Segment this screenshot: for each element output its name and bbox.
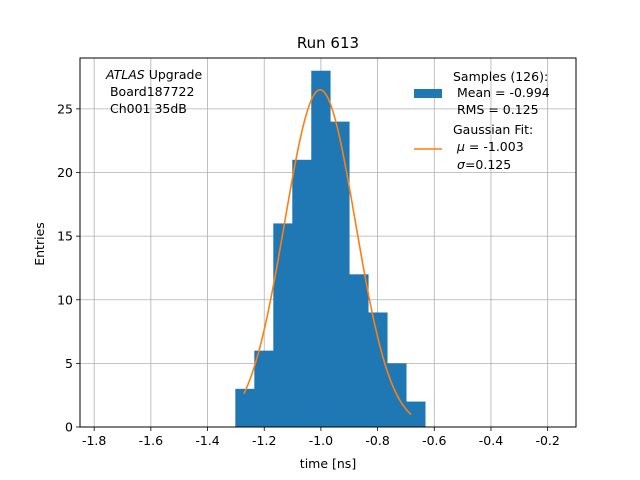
x-tick-label: -1.8 [82, 433, 106, 448]
legend-fit-line-1: Gaussian Fit: [453, 122, 533, 137]
y-axis-label: Entries [32, 222, 47, 266]
legend-hist-line-2: Mean = -0.994 [453, 85, 550, 100]
annotation-atlas-italic: ATLAS [105, 67, 145, 82]
annotation-line-2: Board187722 [106, 84, 194, 99]
legend-fit-line-3: σ=0.125 [457, 157, 511, 172]
plot-frame [79, 57, 577, 428]
x-tick-label: -0.4 [479, 433, 503, 448]
x-tick-label: -1.4 [195, 433, 219, 448]
histogram-bar [292, 159, 312, 428]
histogram-bar [311, 70, 331, 428]
histogram-bars [235, 70, 426, 428]
chart-title: Run 613 [297, 34, 359, 52]
histogram-bar [273, 223, 293, 427]
y-tick-label: 0 [65, 420, 73, 435]
histogram-bar [349, 274, 369, 427]
x-tick-label: -0.2 [535, 433, 559, 448]
x-tick-label: -1.2 [252, 433, 276, 448]
annotation-upgrade: Upgrade [145, 67, 203, 82]
gaussian-fit-curve [243, 89, 412, 416]
y-axis-ticks: 0 5 10 15 20 25 [57, 101, 80, 435]
legend-mu-symbol: μ [456, 139, 465, 154]
x-tick-label: -0.8 [365, 433, 389, 448]
x-axis-ticks: -1.8 -1.6 -1.4 -1.2 -1.0 -0.8 -0.6 -0.4 -0.2 [82, 427, 560, 448]
x-tick-label: -0.6 [422, 433, 446, 448]
y-tick-label: 5 [65, 356, 73, 371]
annotation-line-3: Ch001 35dB [106, 101, 187, 116]
legend-hist-line-3: RMS = 0.125 [453, 102, 539, 117]
histogram-bar [368, 312, 388, 427]
atlas-annotation: ATLAS Upgrade Board187722 Ch001 35dB [105, 67, 202, 116]
x-tick-label: -1.6 [139, 433, 163, 448]
histogram-bar [330, 121, 350, 427]
legend-fit-line-2: μ = -1.003 [456, 139, 524, 154]
annotation-line-1: ATLAS Upgrade [105, 67, 202, 82]
y-tick-label: 15 [57, 229, 73, 244]
y-tick-label: 10 [57, 292, 73, 307]
histogram-bar [235, 388, 255, 427]
histogram-bar [406, 401, 426, 427]
y-tick-label: 20 [57, 165, 73, 180]
legend-hist-swatch [414, 89, 442, 98]
legend: Samples (126): Mean = -0.994 RMS = 0.125… [414, 69, 550, 172]
legend-sigma-symbol: σ [457, 157, 466, 172]
histogram-bar [254, 350, 274, 427]
x-tick-label: -1.0 [309, 433, 333, 448]
y-tick-label: 25 [57, 101, 73, 116]
x-axis-label: time [ns] [300, 456, 356, 471]
legend-mu-value: = -1.003 [465, 139, 524, 154]
legend-sigma-value: =0.125 [465, 157, 511, 172]
legend-hist-line-1: Samples (126): [453, 69, 548, 84]
